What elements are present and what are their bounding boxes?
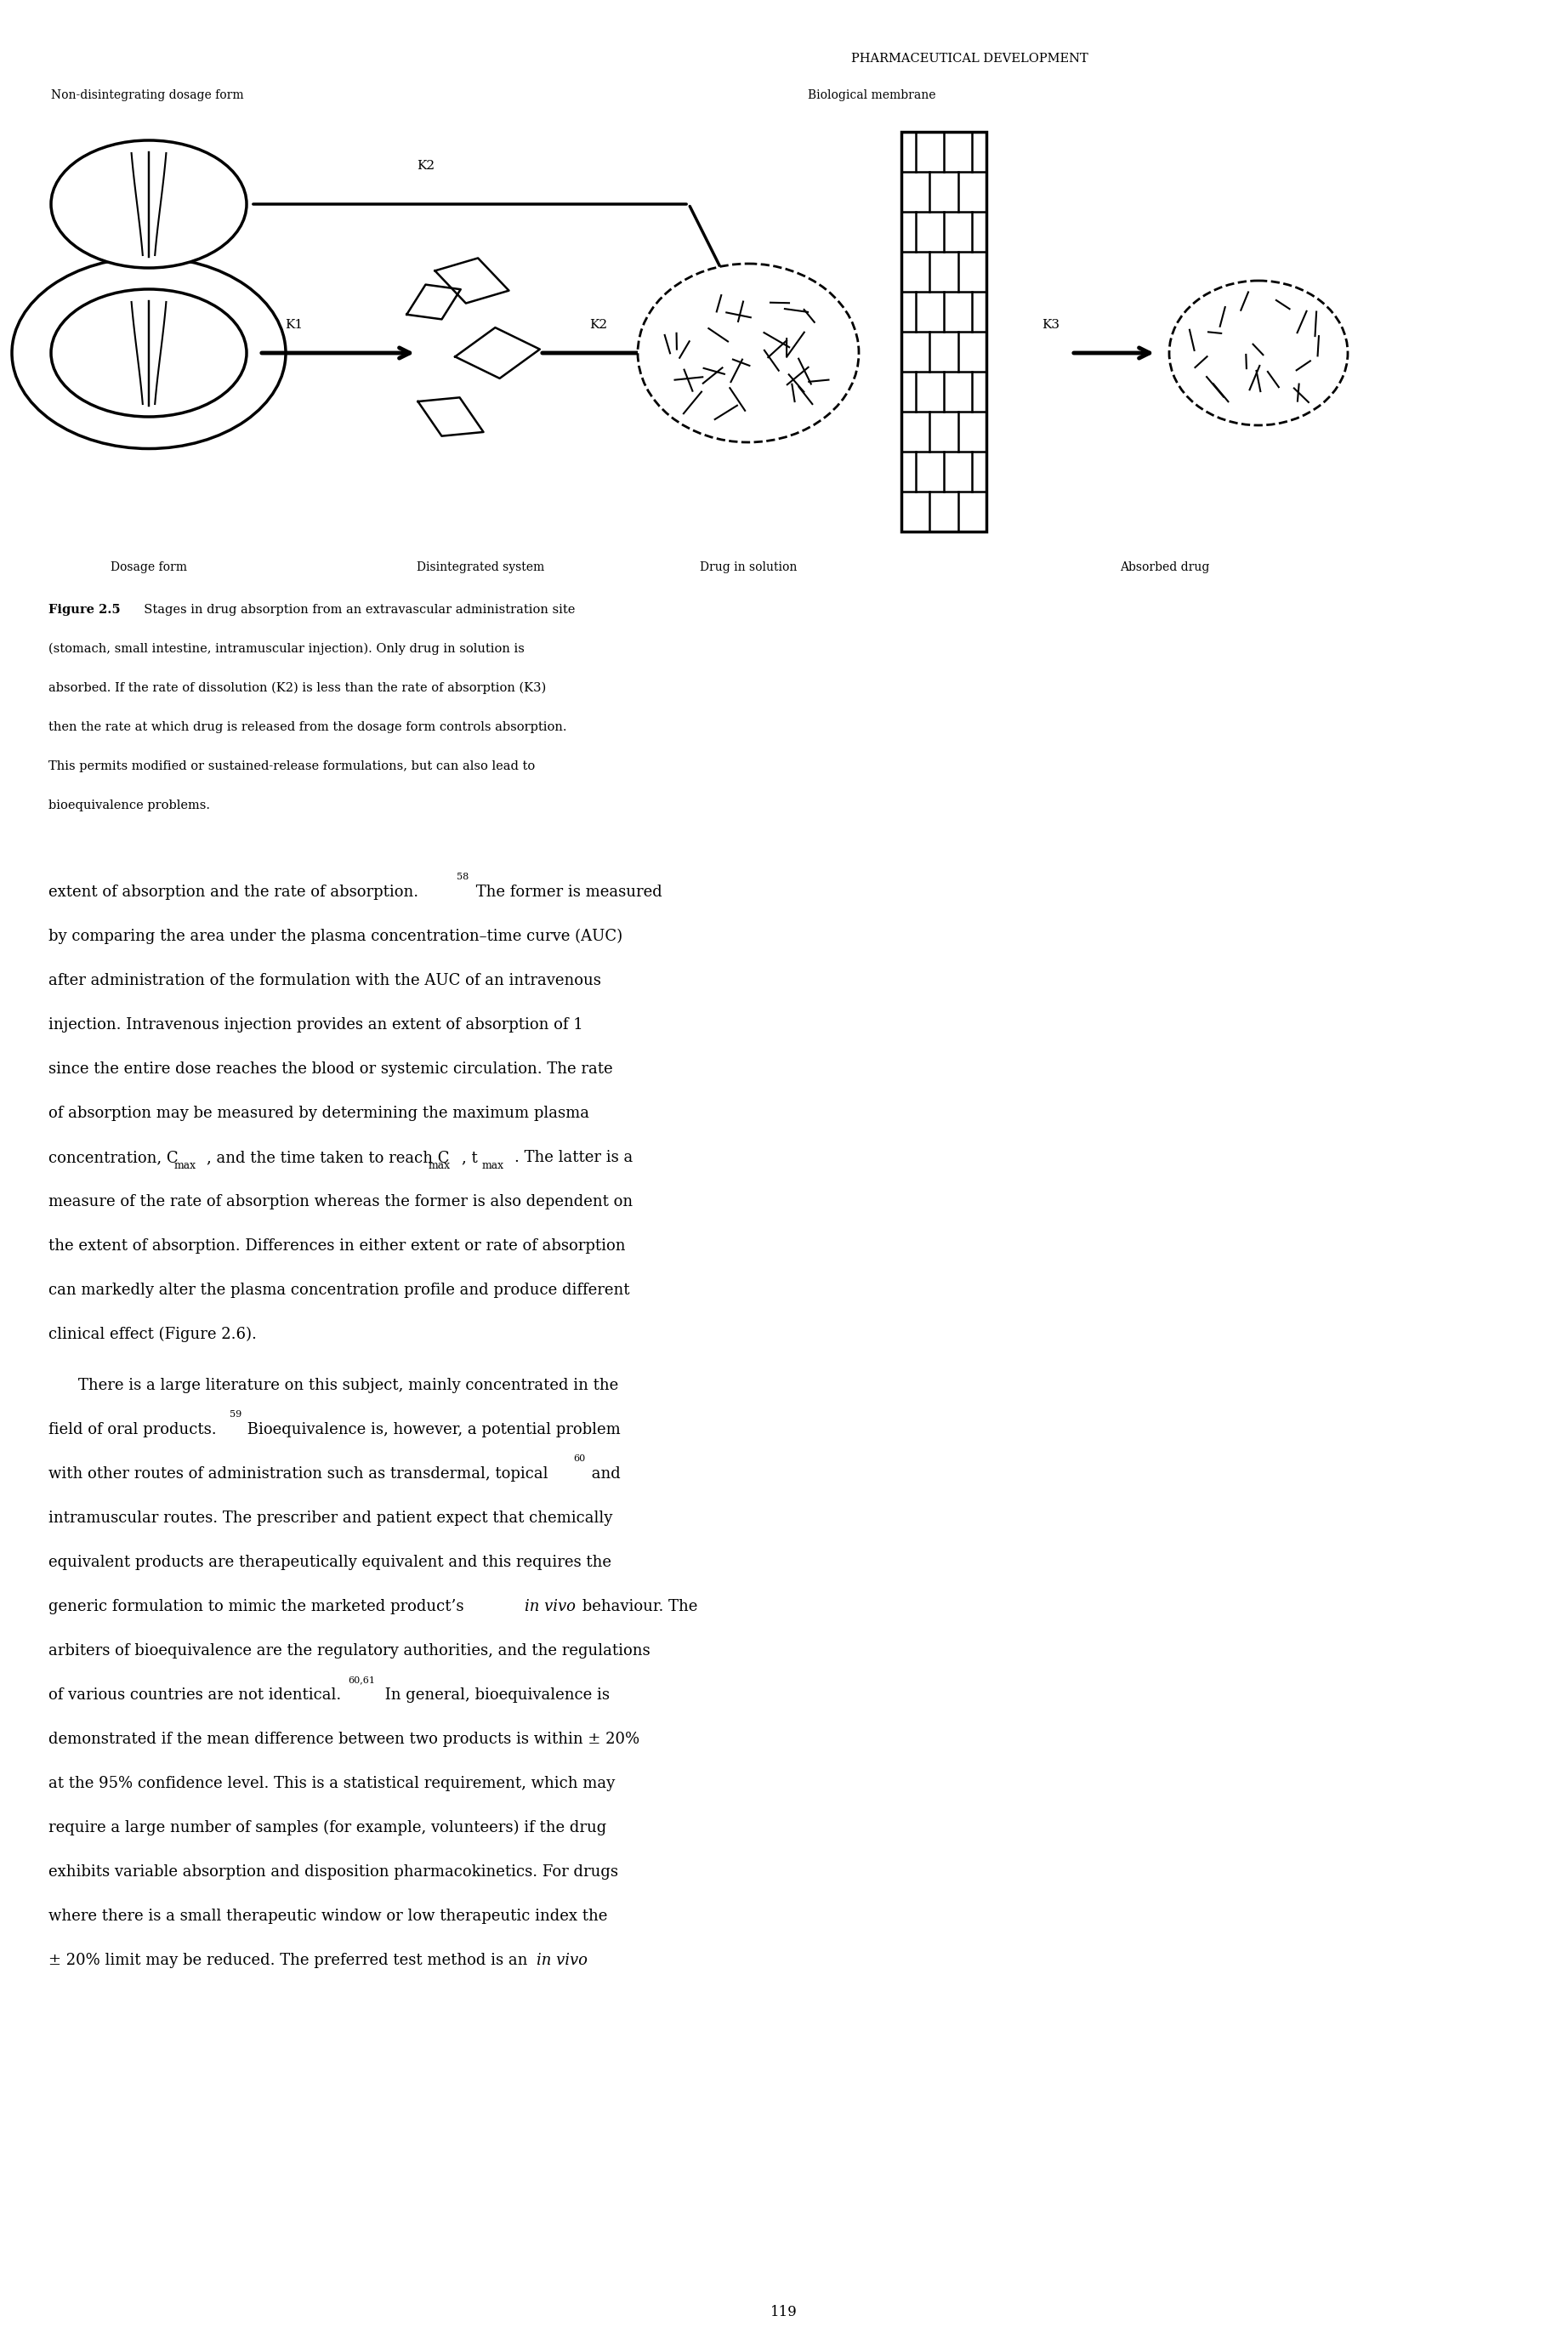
- Text: and: and: [586, 1466, 621, 1481]
- Text: Bioequivalence is, however, a potential problem: Bioequivalence is, however, a potential …: [243, 1422, 621, 1438]
- Text: The former is measured: The former is measured: [470, 884, 662, 900]
- Text: Non-disintegrating dosage form: Non-disintegrating dosage form: [52, 89, 243, 101]
- Text: PHARMACEUTICAL DEVELOPMENT: PHARMACEUTICAL DEVELOPMENT: [851, 52, 1088, 66]
- Text: , t: , t: [461, 1149, 478, 1166]
- Text: (stomach, small intestine, intramuscular injection). Only drug in solution is: (stomach, small intestine, intramuscular…: [49, 644, 525, 656]
- Text: 59: 59: [229, 1410, 241, 1419]
- Text: K1: K1: [285, 320, 303, 331]
- Text: K2: K2: [417, 160, 434, 172]
- Text: max: max: [428, 1161, 450, 1170]
- Text: then the rate at which drug is released from the dosage form controls absorption: then the rate at which drug is released …: [49, 721, 566, 733]
- Text: K2: K2: [590, 320, 607, 331]
- Text: Disintegrated system: Disintegrated system: [417, 562, 544, 573]
- Text: intramuscular routes. The prescriber and patient expect that chemically: intramuscular routes. The prescriber and…: [49, 1511, 613, 1525]
- Text: injection. Intravenous injection provides an extent of absorption of 1: injection. Intravenous injection provide…: [49, 1018, 583, 1032]
- Text: in vivo: in vivo: [525, 1598, 575, 1614]
- Text: There is a large literature on this subject, mainly concentrated in the: There is a large literature on this subj…: [78, 1377, 618, 1394]
- Text: of absorption may be measured by determining the maximum plasma: of absorption may be measured by determi…: [49, 1107, 590, 1121]
- Text: bioequivalence problems.: bioequivalence problems.: [49, 799, 210, 811]
- Text: of various countries are not identical.: of various countries are not identical.: [49, 1687, 342, 1704]
- Text: K3: K3: [1041, 320, 1060, 331]
- Text: the extent of absorption. Differences in either extent or rate of absorption: the extent of absorption. Differences in…: [49, 1238, 626, 1253]
- Text: measure of the rate of absorption whereas the former is also dependent on: measure of the rate of absorption wherea…: [49, 1194, 633, 1210]
- Text: can markedly alter the plasma concentration profile and produce different: can markedly alter the plasma concentrat…: [49, 1283, 630, 1297]
- Text: with other routes of administration such as transdermal, topical: with other routes of administration such…: [49, 1466, 549, 1481]
- Text: 60,61: 60,61: [348, 1676, 375, 1685]
- Ellipse shape: [52, 141, 246, 268]
- Text: Figure 2.5: Figure 2.5: [49, 604, 121, 616]
- Text: absorbed. If the rate of dissolution (K2) is less than the rate of absorption (K: absorbed. If the rate of dissolution (K2…: [49, 682, 546, 693]
- Text: generic formulation to mimic the marketed product’s: generic formulation to mimic the markete…: [49, 1598, 469, 1614]
- Text: in vivo: in vivo: [536, 1953, 588, 1967]
- Text: behaviour. The: behaviour. The: [577, 1598, 698, 1614]
- Text: , and the time taken to reach C: , and the time taken to reach C: [207, 1149, 450, 1166]
- Text: clinical effect (Figure 2.6).: clinical effect (Figure 2.6).: [49, 1328, 257, 1342]
- Text: where there is a small therapeutic window or low therapeutic index the: where there is a small therapeutic windo…: [49, 1908, 607, 1925]
- Text: require a large number of samples (for example, volunteers) if the drug: require a large number of samples (for e…: [49, 1819, 607, 1835]
- Text: extent of absorption and the rate of absorption.: extent of absorption and the rate of abs…: [49, 884, 419, 900]
- Text: exhibits variable absorption and disposition pharmacokinetics. For drugs: exhibits variable absorption and disposi…: [49, 1864, 618, 1880]
- Text: max: max: [174, 1161, 196, 1170]
- Text: ± 20% limit may be reduced. The preferred test method is an: ± 20% limit may be reduced. The preferre…: [49, 1953, 533, 1967]
- Text: at the 95% confidence level. This is a statistical requirement, which may: at the 95% confidence level. This is a s…: [49, 1777, 615, 1791]
- Text: field of oral products.: field of oral products.: [49, 1422, 216, 1438]
- Text: demonstrated if the mean difference between two products is within ± 20%: demonstrated if the mean difference betw…: [49, 1732, 640, 1746]
- Ellipse shape: [638, 263, 859, 442]
- Text: In general, bioequivalence is: In general, bioequivalence is: [379, 1687, 610, 1704]
- Ellipse shape: [1170, 280, 1348, 425]
- Text: Stages in drug absorption from an extravascular administration site: Stages in drug absorption from an extrav…: [136, 604, 575, 616]
- Text: 58: 58: [456, 872, 469, 881]
- Text: concentration, C: concentration, C: [49, 1149, 179, 1166]
- Text: 60: 60: [574, 1455, 585, 1462]
- Ellipse shape: [52, 289, 246, 416]
- Text: after administration of the formulation with the AUC of an intravenous: after administration of the formulation …: [49, 973, 601, 989]
- Text: Biological membrane: Biological membrane: [808, 89, 936, 101]
- Text: This permits modified or sustained-release formulations, but can also lead to: This permits modified or sustained-relea…: [49, 761, 535, 773]
- Text: arbiters of bioequivalence are the regulatory authorities, and the regulations: arbiters of bioequivalence are the regul…: [49, 1643, 651, 1659]
- Text: Absorbed drug: Absorbed drug: [1120, 562, 1210, 573]
- Bar: [902, 132, 986, 531]
- Text: max: max: [481, 1161, 505, 1170]
- Text: . The latter is a: . The latter is a: [514, 1149, 633, 1166]
- Text: since the entire dose reaches the blood or systemic circulation. The rate: since the entire dose reaches the blood …: [49, 1062, 613, 1076]
- Text: 119: 119: [770, 2305, 798, 2319]
- Text: equivalent products are therapeutically equivalent and this requires the: equivalent products are therapeutically …: [49, 1556, 612, 1570]
- Text: by comparing the area under the plasma concentration–time curve (AUC): by comparing the area under the plasma c…: [49, 928, 622, 945]
- Text: Drug in solution: Drug in solution: [699, 562, 797, 573]
- Text: Dosage form: Dosage form: [110, 562, 187, 573]
